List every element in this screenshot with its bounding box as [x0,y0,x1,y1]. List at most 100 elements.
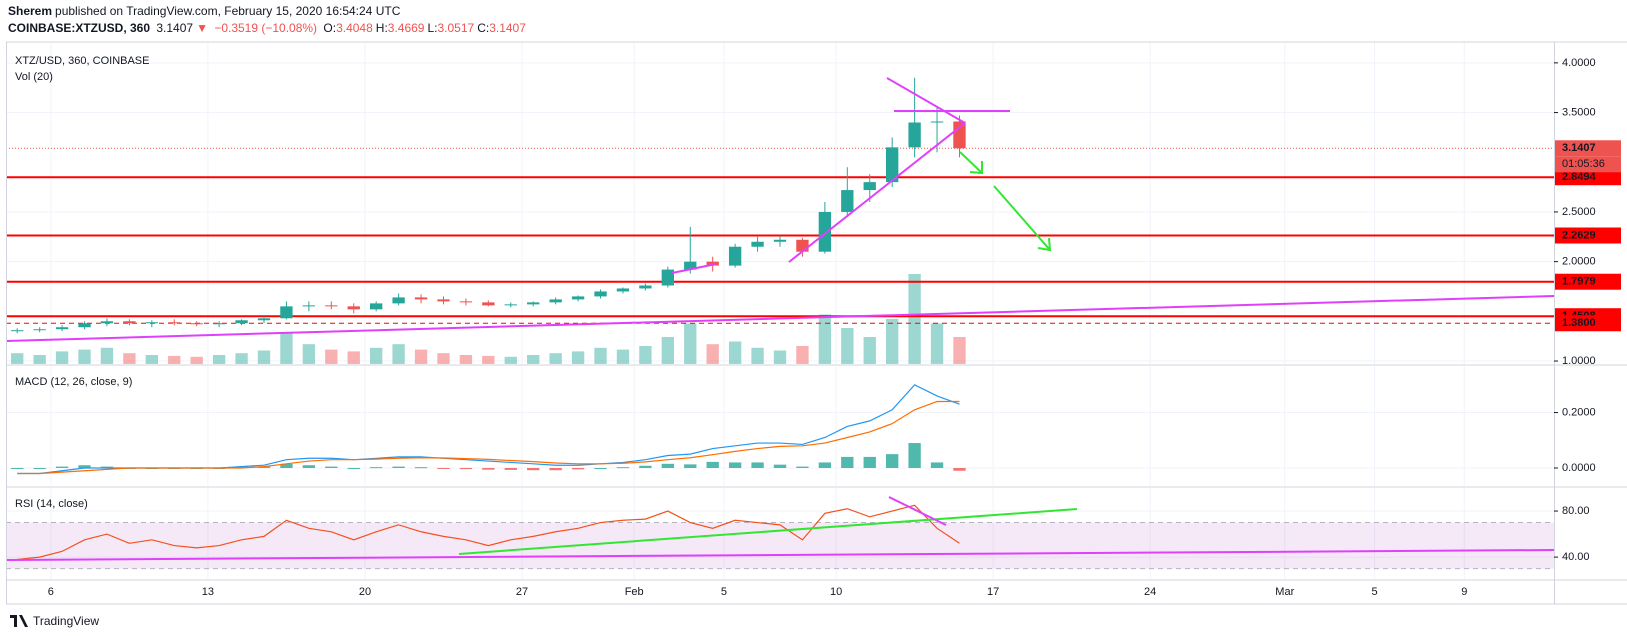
rsi-trend-magenta [5,549,1555,561]
volume-bar [437,353,450,364]
small-trend [671,263,717,274]
price-label: 2.8494 [1562,171,1597,183]
histogram-bar [549,467,562,471]
volume-bar [325,349,338,364]
histogram-bar [437,467,450,469]
histogram-bar [11,467,24,469]
volume-title: Vol (20) [15,71,53,83]
arrow: ▼ [196,21,208,35]
volume-bar [616,349,630,364]
candle-body [818,211,832,252]
volume-bar [953,337,966,364]
candle-body [930,121,944,123]
y-tick-label: 0.2000 [1562,406,1596,418]
volume-bar [504,356,517,364]
volume-bar [527,355,540,364]
candle-body [953,121,966,149]
histogram-bar [773,464,787,468]
y-tick-label: 4.0000 [1562,57,1596,69]
symbol: COINBASE:XTZUSD, 360 [8,21,151,35]
candle-body [123,321,136,324]
ohlc: O:3.4048 H:3.4669 L:3.0517 C:3.1407 [323,21,529,35]
histogram-bar [482,467,495,470]
ohlc-value: 3.1407 [489,21,526,35]
volume-bar [257,350,271,364]
histogram-bar [818,462,832,468]
candle-body [347,306,360,310]
histogram-bar [414,467,428,469]
volume-bar [661,337,674,364]
data-layer [11,77,966,561]
histogram-bar [796,466,809,468]
volume-bar [100,347,114,364]
price-label-box [1555,227,1621,244]
volume-bar [190,356,203,364]
x-tick-label: Mar [1275,586,1294,598]
x-tick-label: Feb [625,586,644,598]
logo [10,615,28,627]
histogram-bar [78,465,91,468]
volume-bar [549,353,562,364]
volume-bar [414,349,428,364]
ohlc-value: 3.0517 [437,21,475,35]
trend-line [5,295,1555,342]
candle-body [78,323,91,328]
histogram-bar [886,454,899,468]
volume-bar [841,328,854,364]
footer: TradingView [10,614,99,628]
histogram-bar [100,466,114,468]
volume-bar [751,347,764,364]
y-tick-label: 2.5000 [1562,206,1596,218]
volume-bar [145,355,158,364]
histogram-bar [459,467,473,470]
candle-body [459,301,473,303]
histogram-bar [930,462,944,468]
last: 3.1407 [156,21,194,35]
candle-body [908,122,921,148]
candle-body [841,190,854,212]
candle-body [11,330,24,332]
footer-text: TradingView [33,614,100,628]
rsi-trend-green [458,508,1078,555]
candle-body [33,329,46,331]
price-label: 1.3800 [1562,317,1596,329]
price-label-box [1555,169,1621,186]
histogram-bar [639,465,652,468]
candle-body [55,327,69,330]
histogram-bar [616,467,630,469]
candle-body [639,285,652,289]
candle-body [168,322,181,324]
histogram-bar [370,467,383,469]
price-label-box [1555,315,1621,332]
x-tick-label: 9 [1461,586,1467,598]
candle-body [325,305,338,307]
candle-body [100,321,114,324]
macd-title: MACD (12, 26, close, 9) [15,376,132,388]
volume-bar [11,353,24,364]
triangle-upper [886,77,966,124]
candle-body [527,302,540,305]
x-tick-label: 10 [830,586,842,598]
pane-borders [6,41,1627,605]
histogram-bar [751,462,764,468]
drawings [5,77,1555,561]
histogram-bar [504,467,517,470]
y-tick-label: 40.00 [1562,551,1590,563]
histogram-bar [728,462,742,468]
volume-bar [908,274,921,364]
volume-bar [347,351,360,364]
arrow-1 [959,151,983,175]
histogram-bar [661,463,674,468]
volume-bar [886,319,899,364]
volume-bar [280,332,293,364]
histogram-bar [235,466,248,468]
volume-bar [728,341,742,364]
price-label: 2.2629 [1562,229,1596,241]
ohlc-label: L: [427,21,438,35]
candle-body [370,303,383,310]
pane-title: XTZ/USD, 360, COINBASE [15,55,149,67]
histogram-bar [863,456,876,468]
candle-body [863,182,876,191]
histogram-bar [33,467,46,469]
x-tick-label: 27 [516,586,528,598]
